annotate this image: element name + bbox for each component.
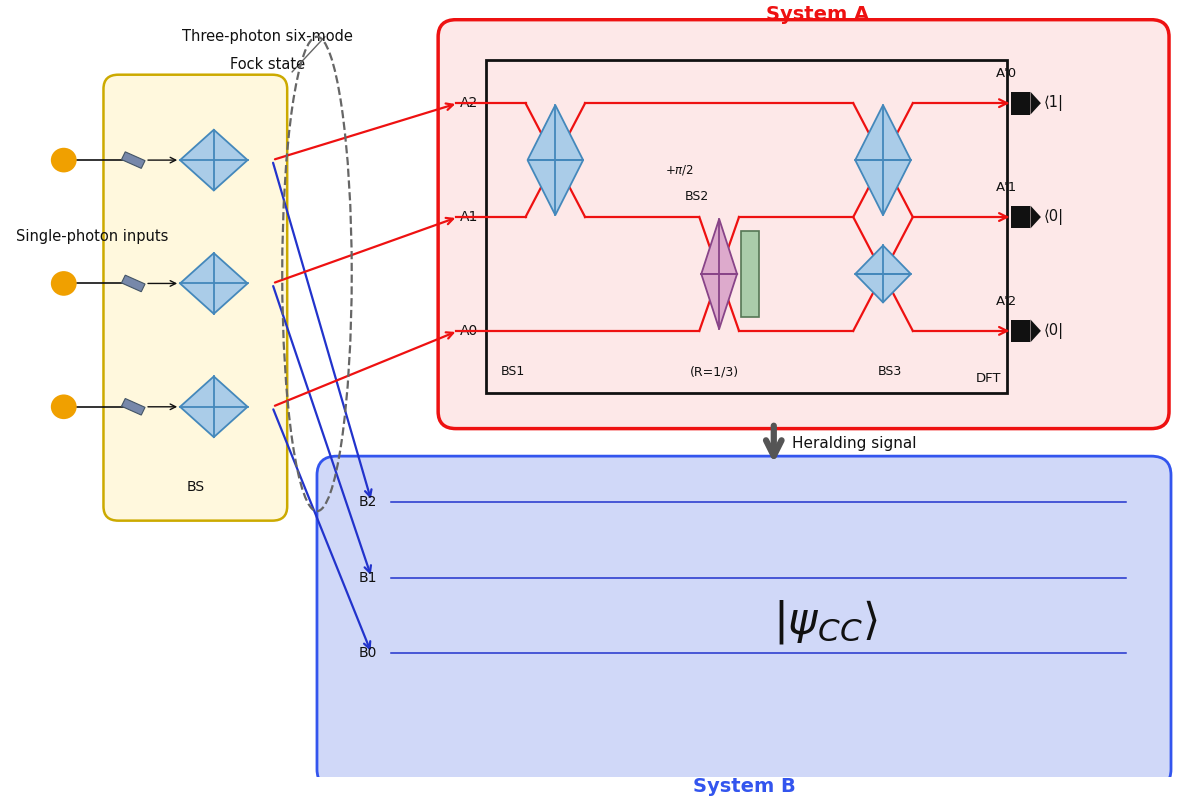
Text: A'1: A'1 [996,182,1016,194]
Text: BS3: BS3 [878,366,902,378]
FancyBboxPatch shape [1012,206,1031,229]
Circle shape [50,271,77,296]
Text: Fock state: Fock state [229,57,305,72]
Polygon shape [180,253,247,314]
Polygon shape [701,219,737,274]
Text: ⟨0|: ⟨0| [1044,209,1064,225]
Polygon shape [1031,206,1040,229]
Text: B0: B0 [359,646,377,661]
FancyBboxPatch shape [1012,92,1031,114]
Polygon shape [1031,92,1040,114]
FancyBboxPatch shape [317,456,1171,788]
Polygon shape [856,160,911,215]
Text: BS1: BS1 [500,366,524,378]
Text: System B: System B [692,777,796,796]
Polygon shape [856,274,911,302]
Text: ⟨1|: ⟨1| [1044,95,1064,111]
Circle shape [50,394,77,419]
Text: Single-photon inputs: Single-photon inputs [16,229,168,243]
FancyBboxPatch shape [438,20,1169,429]
Text: A'2: A'2 [996,295,1016,308]
Polygon shape [528,105,583,160]
Text: System A: System A [766,6,869,25]
Text: $|\psi_{CC}\rangle$: $|\psi_{CC}\rangle$ [773,598,877,646]
Text: A0: A0 [460,324,478,338]
Polygon shape [856,246,911,274]
Circle shape [50,148,77,173]
Text: BS2: BS2 [684,190,709,202]
Text: DFT: DFT [976,372,1001,385]
Text: B2: B2 [359,494,377,509]
Polygon shape [701,274,737,329]
FancyBboxPatch shape [742,231,758,317]
FancyBboxPatch shape [1012,319,1031,342]
Polygon shape [528,160,583,215]
Text: B1: B1 [359,570,377,585]
FancyBboxPatch shape [103,74,287,521]
Polygon shape [180,130,247,190]
Text: (R=1/3): (R=1/3) [690,366,739,378]
Polygon shape [180,377,247,437]
Text: ⟨0|: ⟨0| [1044,323,1064,339]
Text: Three-photon six-mode: Three-photon six-mode [182,30,353,44]
Text: $+\pi/2$: $+\pi/2$ [665,163,694,177]
Text: A2: A2 [460,96,478,110]
Polygon shape [121,275,145,292]
Text: A1: A1 [460,210,478,224]
Polygon shape [121,152,145,168]
Polygon shape [856,105,911,160]
Text: BS: BS [186,480,204,494]
Polygon shape [121,398,145,415]
Text: Heralding signal: Heralding signal [792,436,916,451]
Text: A'0: A'0 [996,67,1016,80]
Polygon shape [1031,319,1040,342]
